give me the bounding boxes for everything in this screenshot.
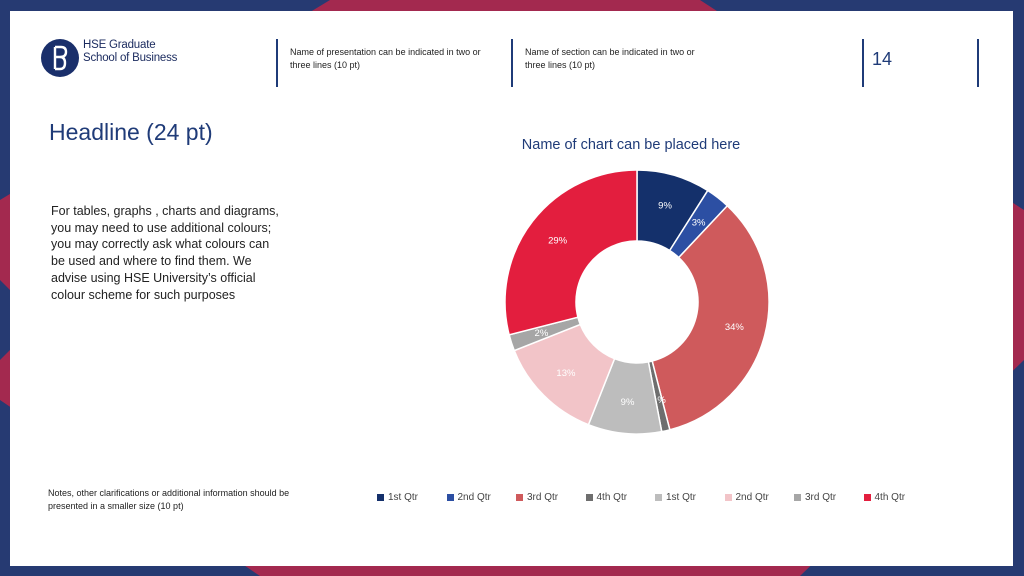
header-divider-4: [977, 39, 979, 87]
logo-line-2: School of Business: [83, 52, 178, 64]
presentation-name: Name of presentation can be indicated in…: [290, 47, 481, 70]
legend-swatch: [655, 494, 662, 501]
legend-item-6: 3rd Qtr: [794, 492, 836, 503]
slice-value-label-6: 2%: [535, 328, 549, 339]
legend-label: 2nd Qtr: [457, 492, 491, 503]
logo-line-1: HSE Graduate: [83, 39, 156, 51]
legend-item-2: 3rd Qtr: [516, 492, 558, 503]
legend-label: 2nd Qtr: [735, 492, 769, 503]
hse-logo: HSE Graduate School of Business: [41, 38, 201, 78]
legend-label: 4th Qtr: [596, 492, 628, 503]
donut-slice-7: [504, 169, 638, 336]
slice-value-label-3: 1%: [652, 395, 666, 406]
legend-swatch: [516, 494, 523, 501]
legend-swatch: [377, 494, 384, 501]
legend-swatch: [724, 494, 732, 501]
legend-swatch: [863, 494, 871, 501]
body-text: For tables, graphs , charts and diagrams…: [51, 204, 279, 302]
legend-item-5: 2nd Qtr: [724, 492, 769, 503]
slice-value-label-5: 13%: [556, 368, 576, 379]
legend-item-7: 4th Qtr: [863, 492, 906, 503]
legend-item-3: 4th Qtr: [585, 492, 628, 503]
slice-value-label-2: 34%: [725, 322, 745, 333]
page-title: Headline (24 pt): [49, 119, 213, 145]
legend-label: 3rd Qtr: [805, 492, 837, 503]
legend-item-0: 1st Qtr: [377, 492, 418, 503]
legend-swatch: [794, 494, 801, 501]
legend-swatch: [446, 494, 454, 501]
slice-value-label-1: 3%: [692, 218, 706, 229]
legend-label: 4th Qtr: [874, 492, 906, 503]
legend-label: 3rd Qtr: [527, 492, 559, 503]
donut-slice-2: [651, 204, 770, 431]
header-divider-1: [276, 39, 278, 87]
slice-value-label-0: 9%: [658, 200, 672, 211]
legend-item-4: 1st Qtr: [655, 492, 696, 503]
header-divider-3: [862, 39, 864, 87]
donut-chart: 9% 3% 34% 1% 9% 13% 2% 29%: [504, 169, 770, 435]
chart-title: Name of chart can be placed here: [521, 137, 741, 153]
hse-emblem-icon: [41, 39, 79, 77]
section-name: Name of section can be indicated in two …: [525, 47, 695, 70]
notes-text: Notes, other clarifications or additiona…: [48, 488, 290, 511]
legend-item-1: 2nd Qtr: [446, 492, 491, 503]
slice-value-label-4: 9%: [621, 397, 635, 408]
legend-label: 1st Qtr: [666, 492, 697, 503]
legend-label: 1st Qtr: [388, 492, 419, 503]
chart-legend: 1st Qtr 2nd Qtr 3rd Qtr 4th Qtr 1st Qtr 2nd Q…: [372, 492, 932, 508]
slice-value-label-7: 29%: [548, 235, 568, 246]
header-divider-2: [511, 39, 513, 87]
logo-text: HSE Graduate School of Business: [83, 39, 177, 65]
legend-swatch: [585, 494, 593, 501]
page-number: 14: [872, 49, 893, 69]
